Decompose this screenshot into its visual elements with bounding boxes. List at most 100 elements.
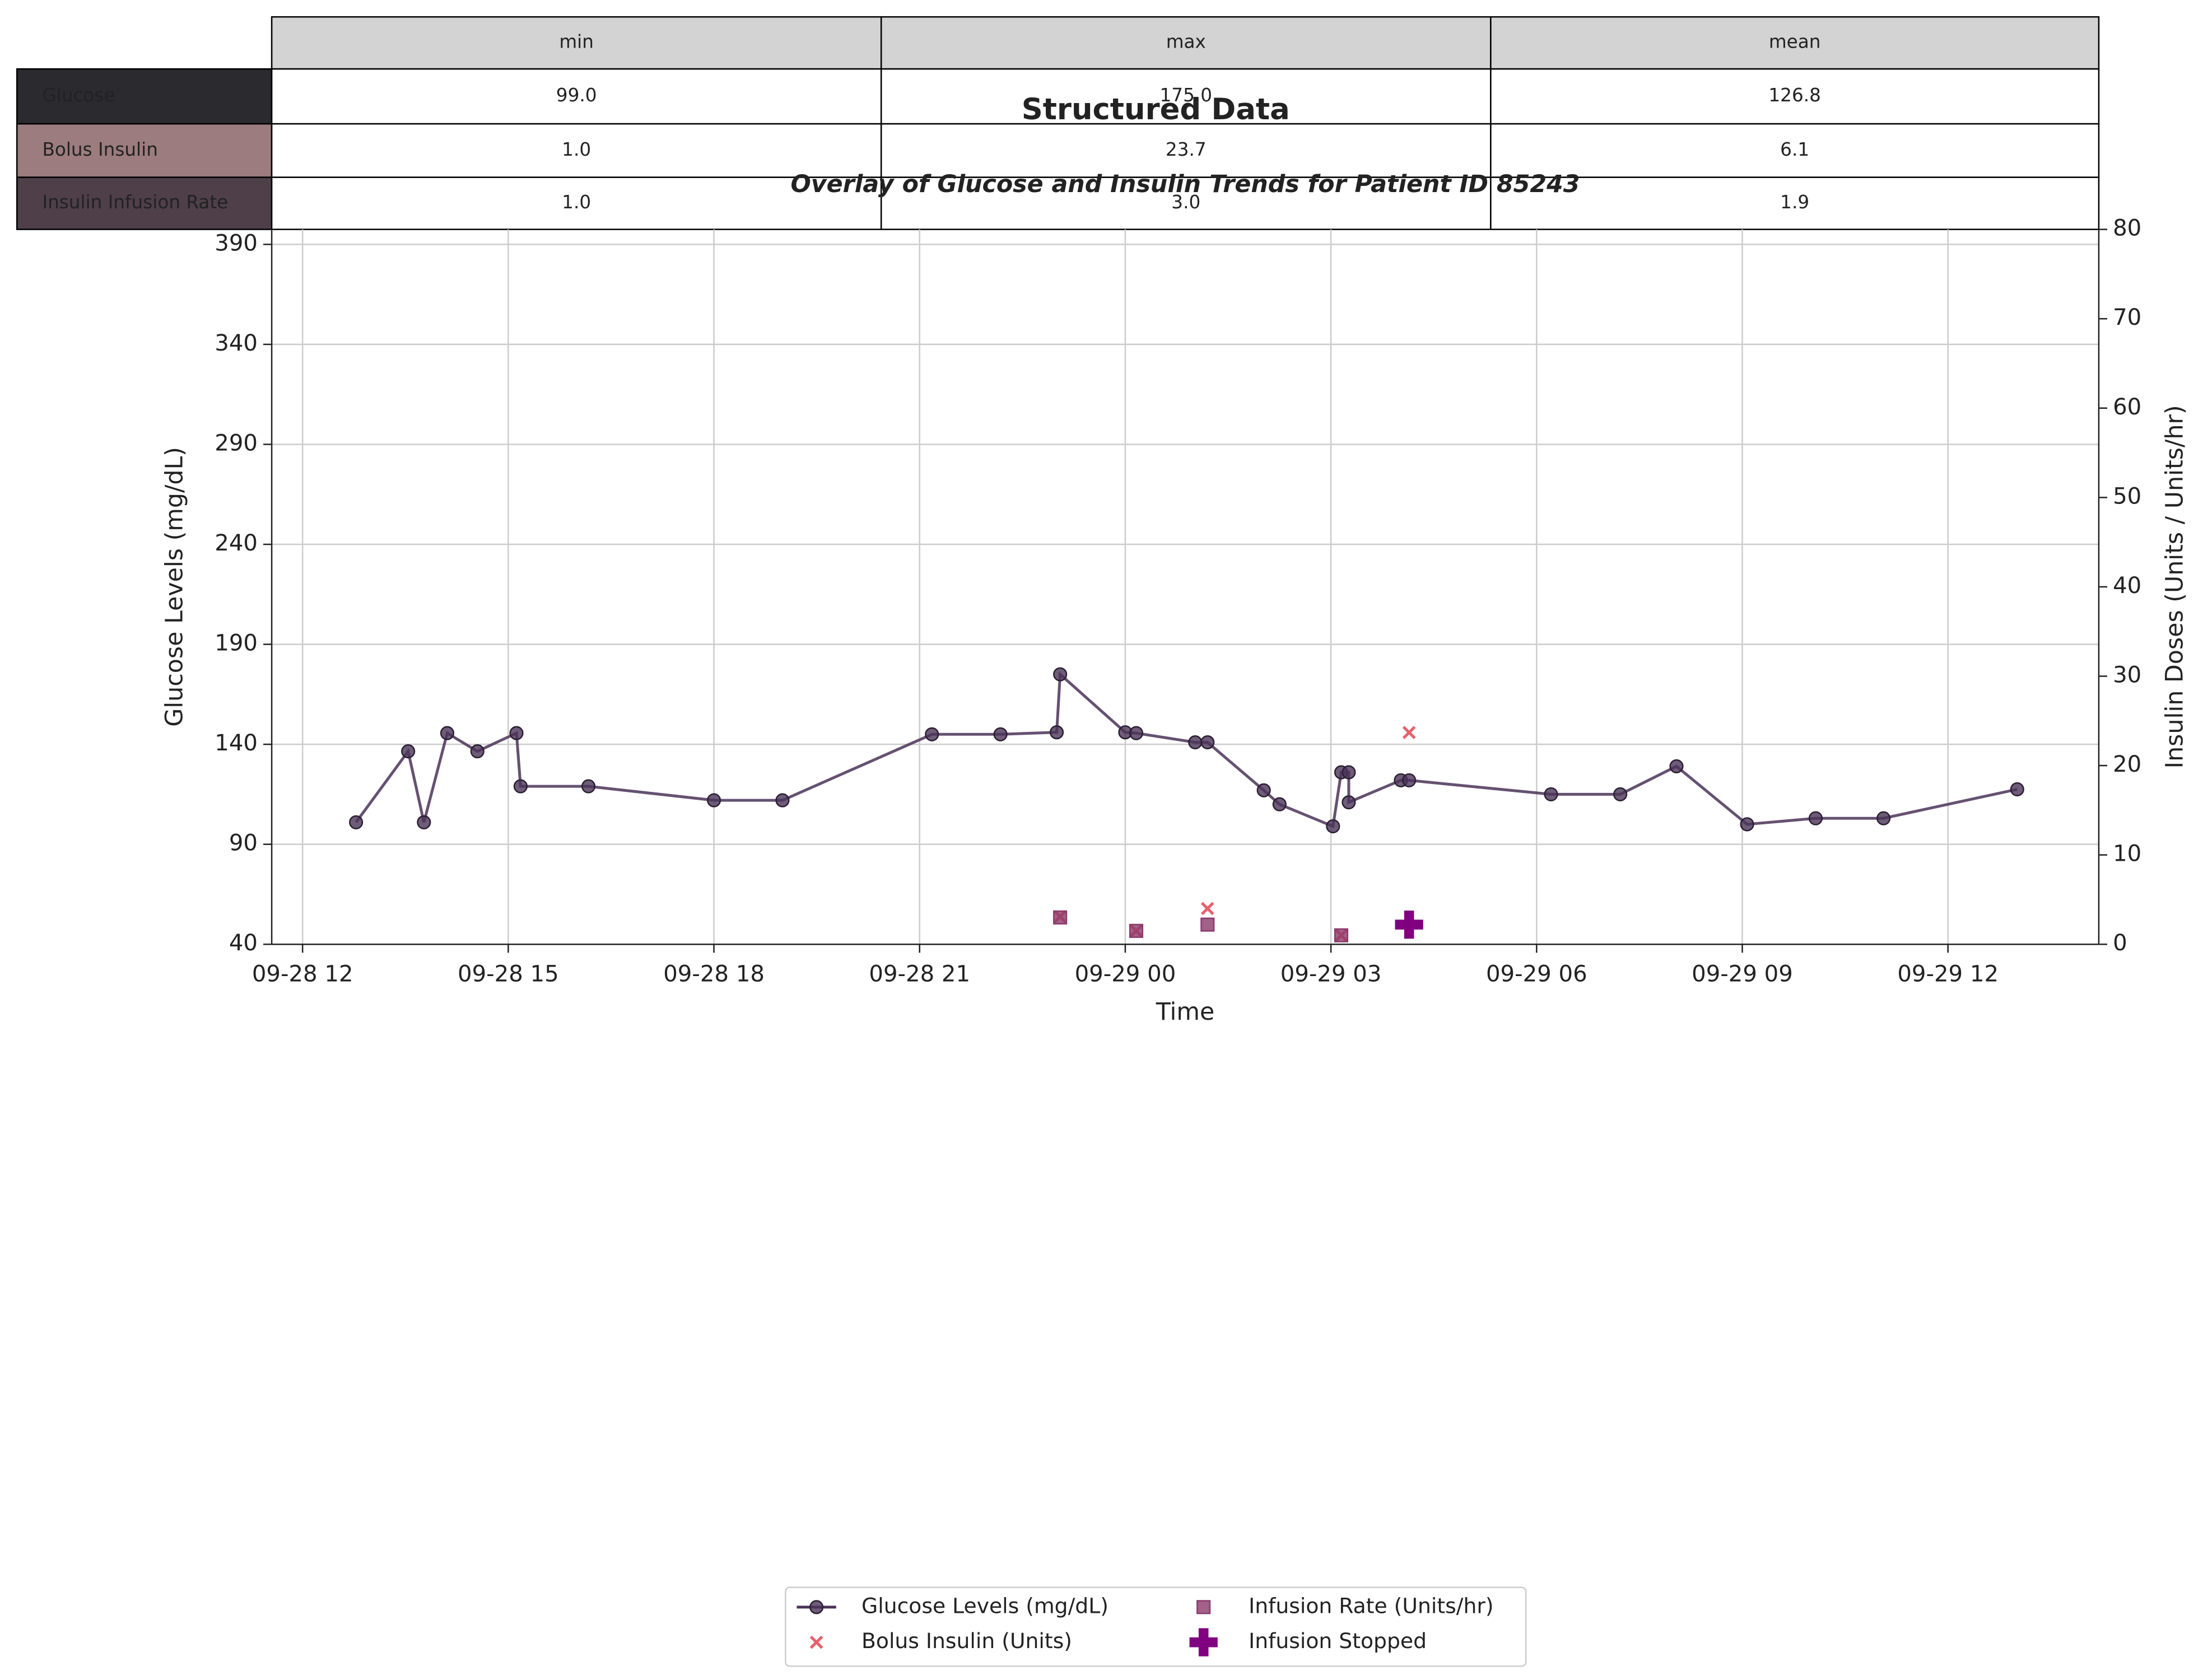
- table-row-label-cell: [16, 123, 273, 178]
- data-point: [1395, 910, 1423, 939]
- data-point: [513, 779, 528, 794]
- x-tick-label: 09-29 03: [1280, 961, 1382, 987]
- data-point: [1053, 910, 1068, 925]
- data-point-shape: [581, 779, 596, 794]
- data-point-shape: [1200, 735, 1215, 750]
- data-point: [509, 726, 524, 740]
- legend-label: Infusion Rate (Units/hr): [1249, 1593, 1493, 1618]
- data-point-shape: [1808, 811, 1823, 825]
- data-point-shape: [1740, 817, 1754, 832]
- data-point: [1402, 773, 1417, 787]
- data-point: [1272, 797, 1287, 811]
- data-point-shape: [1188, 735, 1203, 750]
- y-tick-label: 390: [215, 230, 258, 256]
- legend-label: Infusion Stopped: [1249, 1628, 1427, 1653]
- legend-marker: [1196, 1600, 1211, 1614]
- data-point-shape: [1669, 759, 1684, 773]
- data-point-shape: [1256, 783, 1271, 797]
- y2-tick-label: 20: [2113, 752, 2141, 777]
- data-point: [1342, 795, 1356, 810]
- data-point-shape: [993, 727, 1008, 741]
- legend-label: Bolus Insulin (Units): [861, 1628, 1072, 1653]
- y2-tick-label: 40: [2113, 573, 2141, 599]
- table-cell: [880, 176, 1492, 230]
- data-point: [1188, 735, 1203, 750]
- chart-title: Structured Data: [1022, 92, 1290, 127]
- x-tick-label: 09-28 18: [663, 961, 765, 987]
- table-cell: [1490, 68, 2100, 125]
- data-point-shape: [1342, 765, 1356, 780]
- data-point: [440, 726, 454, 740]
- legend-marker: [809, 1635, 823, 1649]
- x-tick-label: 09-29 06: [1486, 961, 1587, 987]
- data-point-shape: [417, 815, 431, 829]
- table-header: mean: [1769, 31, 1821, 53]
- data-point-shape: [1544, 787, 1558, 801]
- table-row-label: Glucose: [42, 85, 115, 106]
- y-axis-label: Glucose Levels (mg/dL): [161, 447, 189, 727]
- data-point: [1053, 667, 1068, 682]
- data-point-shape: [1326, 819, 1340, 834]
- data-point-shape: [925, 727, 939, 741]
- data-point-shape: [1334, 928, 1349, 942]
- data-point-shape: [1342, 795, 1356, 810]
- legend-box: [785, 1586, 1527, 1667]
- data-point: [1256, 783, 1271, 797]
- data-point: [1129, 923, 1144, 938]
- table-cell-text: 99.0: [556, 85, 597, 106]
- x-tick-label: 09-29 00: [1075, 961, 1176, 987]
- data-point-shape: [1402, 726, 1416, 739]
- data-point: [1334, 928, 1349, 942]
- y2-tick-label: 80: [2113, 216, 2141, 241]
- table-header-cell: [880, 16, 1492, 70]
- data-point: [1876, 811, 1891, 825]
- table-cell-text: 1.0: [562, 139, 591, 160]
- data-point-shape: [775, 793, 790, 808]
- y-tick-label: 290: [215, 430, 258, 456]
- data-point-shape: [1272, 797, 1287, 811]
- table-cell: [1490, 123, 2100, 178]
- plot: 09-28 12 09-28 15 09-28 18 09-28 21 09-29 00…: [215, 216, 2141, 987]
- data-point-shape: [1049, 725, 1064, 740]
- chart-subtitle: Overlay of Glucose and Insulin Trends fo…: [791, 170, 1580, 198]
- y-tick-label: 90: [229, 830, 258, 856]
- y2-tick-label: 0: [2113, 930, 2127, 956]
- data-point-shape: [349, 815, 364, 829]
- data-point-shape: [1053, 910, 1068, 925]
- data-point: [1613, 787, 1628, 801]
- data-point-shape: [509, 726, 524, 740]
- legend-marker-shape: [809, 1600, 824, 1614]
- table-header-cell: [271, 16, 882, 70]
- table-header: min: [559, 31, 594, 53]
- data-point: [1129, 726, 1144, 740]
- table-cell-text: 6.1: [1780, 139, 1809, 160]
- table-header: max: [1166, 31, 1206, 53]
- data-point: [349, 815, 364, 829]
- series-line: [355, 671, 2018, 829]
- legend-marker-shape: [809, 1635, 823, 1649]
- data-point: [775, 793, 790, 808]
- data-point: [1342, 765, 1356, 780]
- table-cell-text: 126.8: [1768, 85, 1821, 106]
- y2-tick-label: 70: [2113, 305, 2141, 330]
- table-cell-text: 1.0: [562, 192, 591, 213]
- y2-axis-label: Insulin Doses (Units / Units/hr): [2161, 405, 2189, 768]
- x-axis-label: Time: [1156, 998, 1215, 1026]
- y-tick-label: 240: [215, 530, 258, 556]
- table-cell-text: 23.7: [1166, 139, 1207, 160]
- y2-tick-label: 30: [2113, 662, 2141, 688]
- legend-marker: [1189, 1628, 1218, 1656]
- data-point: [706, 793, 721, 808]
- x-tick-label: 09-28 15: [458, 961, 559, 987]
- data-point: [1402, 726, 1416, 739]
- data-point-shape: [1402, 773, 1417, 787]
- legend-marker: [809, 1600, 824, 1614]
- data-point: [1669, 759, 1684, 773]
- data-point-shape: [440, 726, 454, 740]
- table-cell-text: 1.9: [1780, 192, 1809, 213]
- legend-marker-shape: [1196, 1600, 1211, 1614]
- stats-table: min max mean Glucose 99.0 175.0 126.8 Bolus Ins…: [16, 16, 2100, 230]
- table-cell-text: 175.0: [1160, 85, 1213, 106]
- table-row-label: Bolus Insulin: [42, 139, 157, 160]
